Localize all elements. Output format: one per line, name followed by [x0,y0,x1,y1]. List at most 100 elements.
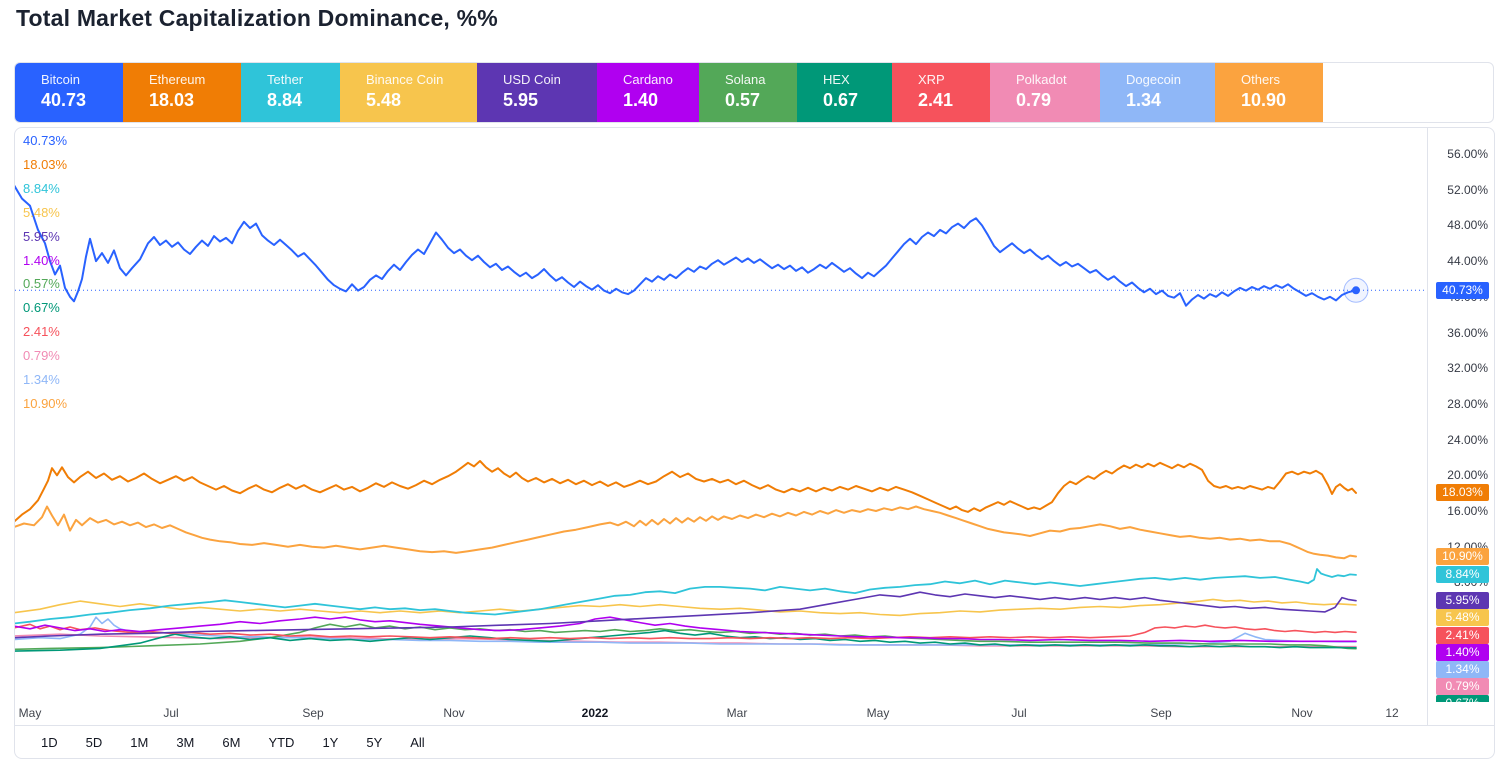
chart-container: 40.73% 18.03% 8.84% 5.48% 5.95% 1.40% 0.57% 0.6… [14,127,1495,759]
price-label-polkadot: 0.79% [1436,678,1489,696]
left-value-label: 0.79% [23,348,60,364]
x-axis-label: Sep [1150,706,1172,720]
series-lines [15,184,1427,652]
legend-item-others[interactable]: Others 10.90 [1215,63,1323,122]
series-line-xrp [15,623,1357,640]
x-axis-label: May [866,706,890,720]
y-axis-tick: 16.00% [1447,504,1488,518]
legend-item-xrp[interactable]: XRP 2.41 [892,63,990,122]
y-axis-tick: 20.00% [1447,468,1488,483]
y-axis-tick: 28.00% [1447,396,1488,411]
legend-item-ethereum[interactable]: Ethereum 18.03 [123,63,241,122]
series-line-cardano [15,616,1357,643]
legend-item-name: Dogecoin [1126,72,1181,87]
legend-item-value: 0.67 [823,90,859,110]
series-line-bitcoin [15,184,1357,307]
left-value-label: 1.34% [23,372,60,387]
price-label-others: 10.90% [1436,548,1489,566]
legend-item-value: 0.79 [1016,90,1052,110]
time-axis[interactable]: May Jul Sep Nov 2022 Mar May Jul Sep Nov 12 [15,702,1427,725]
legend: Bitcoin 40.73 Ethereum 18.03 Tether 8.84 Binan… [14,62,1494,123]
y-axis-tick: 36.00% [1447,325,1488,340]
range-button-3m[interactable]: 3M [176,734,195,750]
price-scale-separator [1427,702,1428,725]
range-button-5y[interactable]: 5Y [366,734,383,750]
legend-item-value: 5.95 [503,90,539,110]
range-button-1y[interactable]: 1Y [322,734,339,750]
y-axis-tick: 44.00% [1447,254,1488,269]
legend-item-binance-coin[interactable]: Binance Coin 5.48 [340,63,477,122]
series-line-ethereum [15,460,1357,523]
x-axis-label: Mar [726,706,748,720]
range-button-ytd[interactable]: YTD [268,734,295,750]
range-button-all[interactable]: All [410,734,425,750]
range-button-6m[interactable]: 6M [222,734,241,750]
x-axis-label: Jul [1011,706,1027,720]
left-value-label: 10.90% [23,395,68,411]
legend-item-value: 10.90 [1241,90,1287,110]
series-line-solana [15,623,1357,651]
x-axis-label: Nov [1291,706,1313,720]
x-axis-label: 12 [1385,706,1399,720]
range-button-1d[interactable]: 1D [41,734,58,750]
series-line-usd-coin [15,591,1357,639]
price-label-ethereum: 18.03% [1436,484,1489,502]
legend-item-polkadot[interactable]: Polkadot 0.79 [990,63,1100,122]
legend-item-value: 1.40 [623,90,659,110]
legend-item-solana[interactable]: Solana 0.57 [699,63,797,122]
legend-item-tether[interactable]: Tether 8.84 [241,63,340,122]
x-axis-label: 2022 [581,706,609,720]
legend-item-value: 1.34 [1126,90,1162,110]
legend-item-name: Others [1241,72,1281,87]
price-label-usd-coin: 5.95% [1436,592,1489,610]
legend-item-name: Cardano [623,72,673,87]
plot-area[interactable] [15,128,1427,702]
legend-item-cardano[interactable]: Cardano 1.40 [597,63,699,122]
legend-item-name: Bitcoin [41,72,81,87]
legend-item-name: XRP [918,72,945,87]
legend-item-usd-coin[interactable]: USD Coin 5.95 [477,63,597,122]
legend-item-name: Solana [725,72,766,87]
x-axis-label: Nov [443,706,465,720]
left-value-label: 5.95% [23,228,60,244]
legend-item-name: Tether [267,72,304,87]
legend-item-value: 8.84 [267,90,303,110]
series-line-others [15,505,1357,560]
left-value-label: 0.57% [23,276,60,292]
legend-item-hex[interactable]: HEX 0.67 [797,63,892,122]
legend-item-value: 0.57 [725,90,761,110]
y-axis-tick: 24.00% [1447,432,1488,447]
range-button-5d[interactable]: 5D [85,734,103,750]
legend-item-name: Binance Coin [366,72,444,87]
legend-item-dogecoin[interactable]: Dogecoin 1.34 [1100,63,1215,122]
price-label-cardano: 1.40% [1436,643,1489,661]
legend-item-name: Ethereum [149,72,206,87]
range-toolbar: 1D 5D 1M 3M 6M YTD 1Y 5Y All [15,725,1494,758]
x-axis-label: Jul [163,706,179,720]
left-value-label: 5.48% [23,204,60,220]
price-label-dogecoin: 1.34% [1436,660,1489,678]
legend-item-value: 2.41 [918,90,954,110]
legend-item-value: 5.48 [366,90,402,110]
left-value-label: 1.40% [23,252,60,268]
left-value-label: 2.41% [23,324,60,340]
series-line-tether [15,568,1357,625]
legend-item-value: 18.03 [149,90,195,110]
legend-item-bitcoin[interactable]: Bitcoin 40.73 [15,63,123,122]
legend-item-value: 40.73 [41,90,87,110]
left-value-label: 8.84% [23,180,60,196]
range-button-1m[interactable]: 1M [130,734,149,750]
price-scale[interactable]: 56.00%52.00%48.00%44.00%40.00%36.00%32.0… [1427,128,1494,702]
price-label-xrp: 2.41% [1436,626,1489,644]
legend-item-name: HEX [823,72,850,87]
legend-item-name: USD Coin [503,72,561,87]
series-line-binance-coin [15,598,1357,617]
legend-item-name: Polkadot [1016,72,1067,87]
left-value-label: 40.73% [23,133,68,148]
page-title: Total Market Capitalization Dominance, %… [16,5,498,31]
price-label-binance-coin: 5.48% [1436,609,1489,627]
y-axis-tick: 56.00% [1447,147,1488,161]
left-value-label: 18.03% [23,156,68,172]
y-axis-tick: 32.00% [1447,361,1488,376]
price-label-bitcoin: 40.73% [1436,281,1489,299]
